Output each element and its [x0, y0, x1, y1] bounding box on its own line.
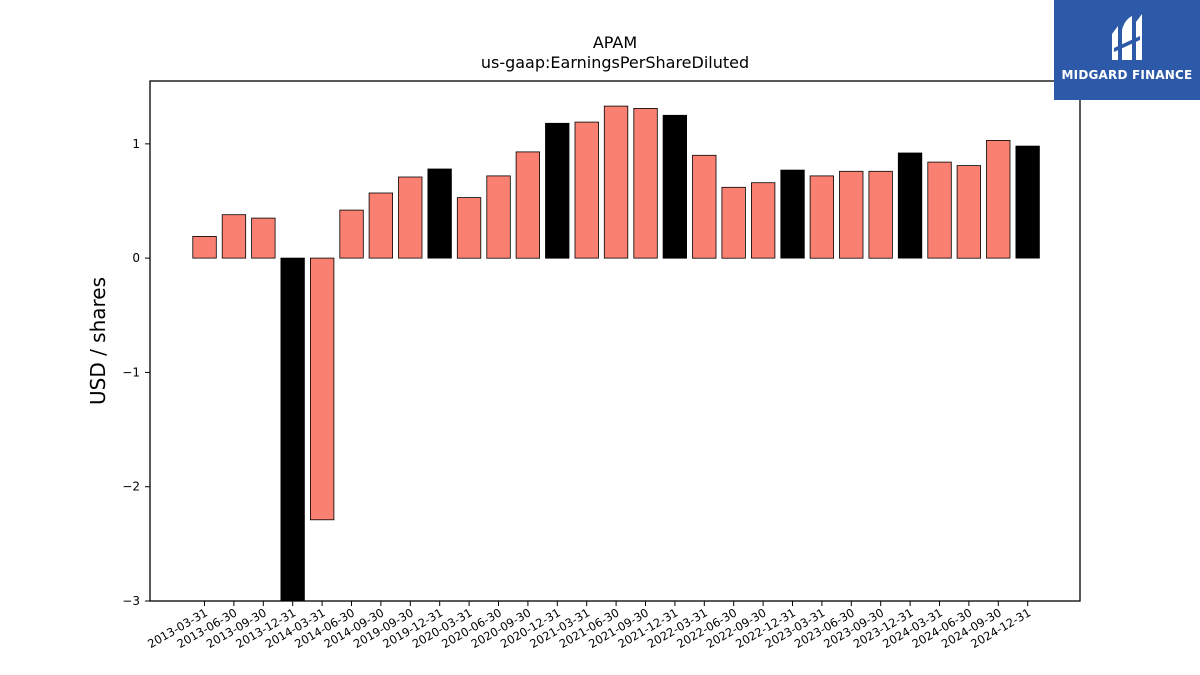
- bar-2022-03-31: [692, 154, 717, 259]
- bar-2019-12-31: [427, 168, 452, 259]
- bar-2019-09-30: [398, 176, 423, 259]
- bar-2024-03-31: [927, 161, 952, 259]
- bars: [192, 105, 1040, 602]
- bar-2024-06-30: [956, 165, 981, 259]
- bar-2023-03-31: [809, 175, 834, 259]
- y-tick-label: −2: [122, 480, 140, 494]
- bar-2014-03-31: [309, 257, 335, 521]
- bar-2021-12-31: [662, 114, 687, 259]
- bar-2022-12-31: [780, 169, 805, 259]
- bar-2014-06-30: [339, 209, 364, 259]
- bar-2022-09-30: [751, 182, 776, 259]
- chart-title: APAM: [593, 33, 637, 52]
- bar-2024-12-31: [1015, 145, 1040, 259]
- brand-logo: MIDGARD FINANCE: [1054, 0, 1200, 100]
- bar-2021-06-30: [603, 105, 629, 259]
- bar-2021-03-31: [574, 121, 599, 259]
- midgard-logo-icon: [1112, 14, 1142, 60]
- bar-2014-09-30: [368, 192, 394, 259]
- plot-frame: [149, 80, 1081, 602]
- y-axis-label: USD / shares: [86, 277, 110, 405]
- bar-2020-03-31: [456, 197, 482, 259]
- bar-2013-09-30: [251, 217, 276, 259]
- y-tick-label: −3: [122, 594, 140, 608]
- bar-2022-06-30: [721, 186, 746, 259]
- x-axis-ticks: 2013-03-312013-06-302013-09-302013-12-31…: [145, 601, 1033, 651]
- bar-2013-03-31: [192, 235, 217, 259]
- bar-2020-09-30: [515, 151, 540, 259]
- bar-2023-09-30: [868, 170, 893, 259]
- y-tick-label: −1: [122, 365, 140, 379]
- brand-name: MIDGARD FINANCE: [1061, 68, 1193, 82]
- bar-2024-09-30: [986, 139, 1011, 259]
- bar-2021-09-30: [633, 108, 658, 259]
- chart-subtitle: us-gaap:EarningsPerShareDiluted: [481, 53, 749, 72]
- bar-2013-12-31: [280, 257, 305, 602]
- y-axis-ticks: −3 −2 −1 0 1: [122, 137, 150, 608]
- bar-2020-06-30: [486, 175, 511, 259]
- bar-2020-12-31: [545, 122, 570, 259]
- bar-2023-06-30: [839, 170, 864, 259]
- y-tick-label: 0: [132, 251, 140, 265]
- y-tick-label: 1: [132, 137, 140, 151]
- bar-2023-12-31: [897, 152, 923, 259]
- bar-2013-06-30: [221, 214, 247, 259]
